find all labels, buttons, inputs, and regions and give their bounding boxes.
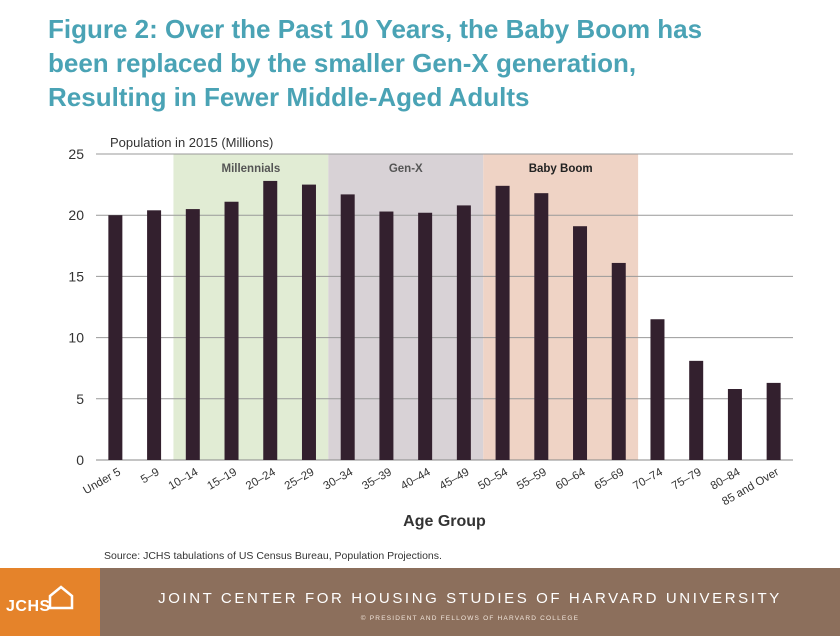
title-line: been replaced by the smaller Gen-X gener… [48, 48, 637, 78]
organization-name: JOINT CENTER FOR HOUSING STUDIES OF HARV… [158, 590, 782, 607]
bar [727, 389, 742, 460]
chart-title: Figure 2: Over the Past 10 Years, the Ba… [48, 12, 828, 114]
y-tick-label: 0 [76, 452, 84, 468]
x-tick-label: 45–49 [438, 466, 472, 492]
bar [379, 211, 394, 460]
y-tick-label: 25 [68, 146, 84, 162]
bar [766, 382, 781, 460]
x-tick-label: 55–59 [515, 466, 549, 492]
bar [263, 180, 278, 460]
x-tick-label: 20–24 [244, 466, 278, 493]
x-tick-label: 15–19 [205, 466, 239, 492]
bar [418, 212, 433, 460]
title-line: Resulting in Fewer Middle-Aged Adults [48, 82, 530, 112]
band-label: Baby Boom [529, 163, 593, 175]
x-tick-label: 60–64 [554, 466, 588, 493]
y-axis-label: Population in 2015 (Millions) [110, 135, 273, 150]
bar [301, 184, 316, 460]
jchs-logo: JCHS [0, 568, 100, 636]
source-note: Source: JCHS tabulations of US Census Bu… [104, 550, 442, 562]
y-tick-label: 10 [68, 330, 84, 346]
title-line: Figure 2: Over the Past 10 Years, the Ba… [48, 14, 703, 44]
x-axis-label: Age Group [403, 513, 486, 530]
x-tick-label: 50–54 [476, 466, 510, 493]
band-label: Gen-X [389, 163, 423, 175]
x-tick-label: 35–39 [360, 466, 394, 492]
x-tick-label: 5–9 [139, 466, 162, 486]
band-label: Millennials [221, 163, 280, 175]
bar [108, 215, 123, 460]
logo-text: JCHS [6, 598, 51, 615]
bar [689, 360, 704, 460]
bar [147, 210, 162, 460]
bar [573, 226, 588, 460]
bar [611, 262, 626, 460]
bar [495, 185, 510, 460]
x-tick-label: 30–34 [321, 466, 355, 493]
bar [224, 201, 239, 460]
bar [650, 319, 665, 460]
x-tick-label: 65–69 [593, 466, 627, 492]
bar [185, 209, 200, 460]
y-tick-label: 5 [76, 391, 84, 407]
bar [340, 194, 355, 460]
house-icon [48, 585, 74, 610]
x-tick-label: 10–14 [167, 466, 201, 493]
x-tick-label: 25–29 [283, 466, 317, 492]
x-tick-label: Under 5 [81, 466, 122, 497]
x-tick-label: 40–44 [399, 466, 433, 493]
x-tick-label: 75–79 [670, 466, 704, 492]
bar-chart: Millennials Gen-X Baby Boom 0 5 10 15 20 25 Popul… [68, 135, 793, 530]
copyright-text: © PRESIDENT AND FELLOWS OF HARVARD COLLE… [360, 615, 580, 622]
y-tick-label: 20 [68, 207, 84, 223]
footer-banner: JCHS JOINT CENTER FOR HOUSING STUDIES OF… [0, 568, 840, 636]
x-tick-label: 70–74 [631, 466, 665, 493]
bar [534, 193, 549, 460]
y-tick-label: 15 [68, 268, 84, 284]
bar [456, 205, 471, 460]
